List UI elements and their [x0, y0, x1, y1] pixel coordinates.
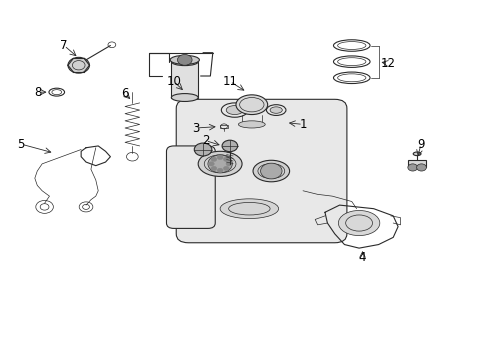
- Text: 12: 12: [380, 57, 395, 70]
- Circle shape: [260, 163, 282, 179]
- Circle shape: [208, 162, 214, 166]
- Ellipse shape: [221, 103, 247, 117]
- Ellipse shape: [252, 160, 289, 182]
- Ellipse shape: [226, 105, 243, 114]
- Text: 6: 6: [121, 87, 128, 100]
- Bar: [220, 125, 227, 128]
- Bar: [171, 62, 198, 98]
- Text: 7: 7: [60, 39, 68, 52]
- Text: 9: 9: [416, 138, 424, 150]
- Ellipse shape: [236, 95, 267, 114]
- Circle shape: [416, 164, 426, 171]
- Bar: [407, 159, 426, 167]
- Text: 5: 5: [18, 138, 25, 150]
- Circle shape: [68, 57, 89, 73]
- Circle shape: [217, 168, 223, 172]
- Ellipse shape: [238, 121, 264, 128]
- Ellipse shape: [412, 152, 420, 156]
- Text: 10: 10: [166, 75, 181, 88]
- Text: 8: 8: [35, 86, 42, 99]
- Ellipse shape: [171, 58, 198, 66]
- Circle shape: [407, 164, 417, 171]
- Circle shape: [223, 166, 229, 171]
- Ellipse shape: [338, 211, 379, 235]
- Text: 11: 11: [222, 75, 237, 88]
- Ellipse shape: [170, 55, 199, 64]
- Ellipse shape: [198, 151, 242, 176]
- Circle shape: [222, 140, 237, 152]
- Text: 3: 3: [192, 122, 199, 135]
- Text: 4: 4: [358, 251, 366, 264]
- Circle shape: [207, 155, 232, 173]
- Circle shape: [223, 157, 229, 161]
- Circle shape: [194, 143, 211, 156]
- Ellipse shape: [220, 199, 278, 219]
- FancyBboxPatch shape: [166, 146, 215, 228]
- Circle shape: [225, 162, 231, 166]
- Ellipse shape: [266, 105, 285, 116]
- Ellipse shape: [171, 94, 198, 102]
- Text: 1: 1: [299, 118, 306, 131]
- Circle shape: [210, 166, 216, 171]
- Circle shape: [217, 155, 223, 159]
- Circle shape: [210, 157, 216, 161]
- FancyBboxPatch shape: [176, 99, 346, 243]
- Circle shape: [177, 54, 192, 65]
- Ellipse shape: [269, 107, 282, 113]
- Text: 2: 2: [202, 134, 209, 147]
